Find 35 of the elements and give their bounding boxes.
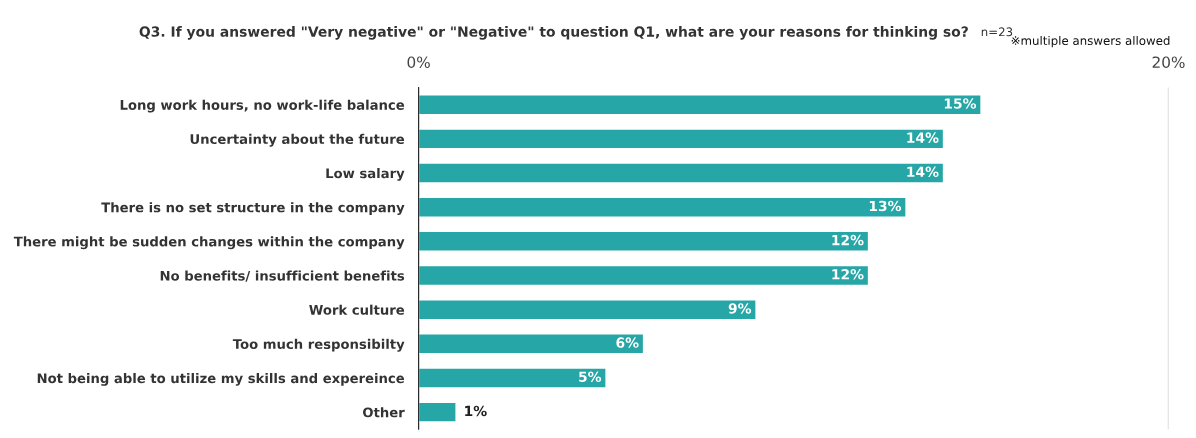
chart-title: Q3. If you answered "Very negative" or "Negative" to question Q1, what are your reasons for thinking so? — [139, 26, 968, 40]
y-tick-label: Other — [363, 407, 405, 418]
y-tick-label: Long work hours, no work-life balance — [120, 99, 405, 113]
bar — [418, 94, 982, 116]
y-tick-label: There might be sudden changes within the company — [13, 236, 405, 250]
data-label: 6% — [616, 337, 639, 348]
y-tick-label: Low salary — [326, 168, 405, 181]
y-tick-label: Uncertainty about the future — [190, 133, 405, 147]
y-tick-label: Work culture — [309, 304, 405, 315]
bar — [418, 196, 907, 218]
bar — [418, 367, 607, 389]
bar — [418, 299, 757, 321]
y-tick-label: Not being able to utilize my skills and expereince — [37, 372, 405, 386]
x-tick-label: 0% — [407, 56, 430, 68]
x-tick-label: 20% — [1152, 56, 1185, 68]
data-label: 12% — [832, 269, 864, 280]
y-tick-label: There is no set structure in the company — [101, 202, 405, 216]
bar — [418, 230, 870, 252]
bar — [418, 333, 645, 355]
data-label: 15% — [944, 98, 977, 109]
bar — [418, 128, 945, 150]
bar — [418, 162, 945, 184]
y-tick-label: Too much responsibilty — [232, 338, 405, 352]
data-label: 13% — [869, 200, 902, 212]
text: ※multiple answers allowed — [1011, 35, 1170, 48]
data-label: 14% — [907, 132, 939, 143]
data-label: 1% — [465, 405, 487, 417]
data-label: 9% — [728, 303, 752, 314]
y-tick-label: No benefits/ insufficient benefits — [160, 270, 405, 282]
data-label: 5% — [579, 371, 602, 383]
text: n=23 — [981, 27, 1013, 37]
bar — [418, 264, 870, 287]
data-label: 14% — [907, 166, 939, 178]
bar — [418, 401, 457, 423]
data-label: 12% — [832, 234, 864, 246]
